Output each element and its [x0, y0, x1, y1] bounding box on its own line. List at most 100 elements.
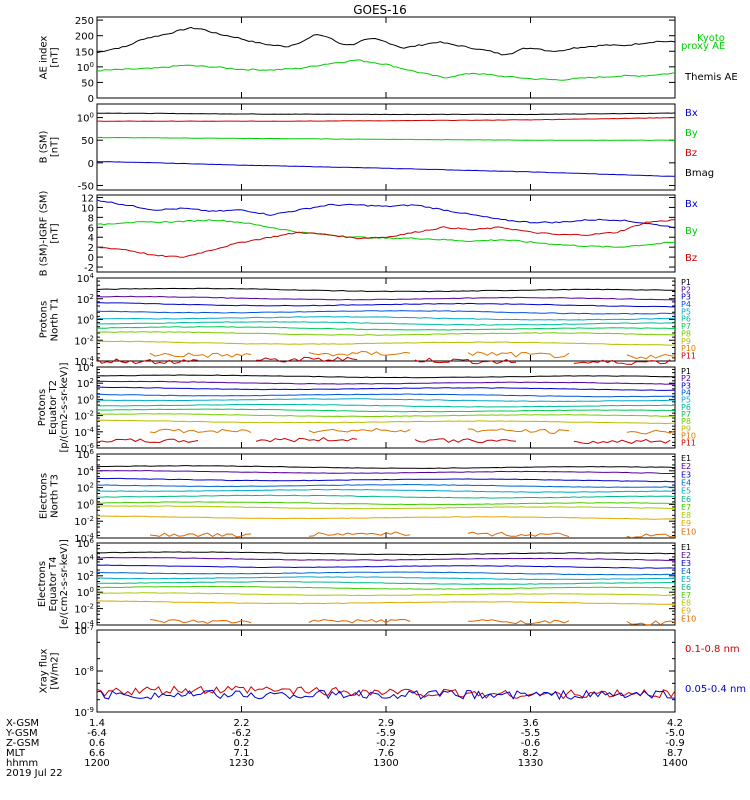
channel-line-p2 [96, 295, 676, 301]
legend-e5: E5 [681, 575, 691, 584]
legend-e9: E9 [681, 519, 691, 528]
y-tick-label: 106 [77, 448, 95, 461]
y-tick-label: 0 [88, 159, 94, 170]
orbit-value: 1200 [84, 758, 109, 769]
channel-line-p5 [96, 398, 675, 403]
y-axis-label: Xray flux [39, 649, 50, 694]
tick-exponent: -4 [87, 426, 95, 434]
y-tick-label: 250 [75, 16, 94, 27]
channel-line-e10 [149, 619, 252, 624]
y-tick-label: 10-2 [74, 603, 94, 616]
orbit-value: 0.2 [234, 738, 250, 749]
legend-p3: P3 [681, 293, 691, 302]
orbit-value: 7.1 [234, 748, 250, 759]
channel-line-e10 [308, 618, 411, 624]
y-tick-label: 100 [77, 314, 94, 327]
channel-line-p2 [96, 380, 676, 385]
y-axis-label: Protons [39, 301, 50, 338]
tick-base: 10 [77, 295, 90, 306]
channel-line-p10 [149, 352, 252, 359]
tick-base: 10 [77, 539, 90, 550]
tick-base: 10 [77, 363, 90, 374]
legend-bx: Bx [685, 199, 698, 210]
tick-base: 10 [74, 667, 87, 678]
channel-line-e2 [96, 556, 676, 561]
y-axis-label: Electrons [37, 561, 48, 607]
orbit-value: -6.2 [232, 728, 252, 739]
tick-base: 10 [74, 626, 87, 637]
legend-p2: P2 [681, 285, 691, 294]
y-tick-label: -50 [78, 181, 94, 192]
orbit-label-hhmm: hhmm [6, 758, 38, 769]
channel-line-p11 [573, 438, 671, 445]
legend-p10: P10 [681, 344, 696, 353]
legend-e10: E10 [681, 615, 696, 624]
channel-line-p6 [97, 321, 676, 326]
legend-p4: P4 [681, 300, 691, 309]
channel-line-e10 [149, 532, 252, 538]
orbit-value: 1330 [518, 758, 543, 769]
tick-base: 10 [77, 274, 90, 285]
y-tick-label: 10-4 [74, 619, 94, 632]
tick-base: 10 [77, 395, 90, 406]
channel-line-p6 [96, 403, 676, 408]
tick-exponent: 4 [90, 272, 95, 280]
channel-line-e4 [96, 483, 676, 488]
legend-p2: P2 [681, 374, 691, 383]
legend-p11: P11 [681, 439, 696, 448]
legend-e1: E1 [681, 543, 691, 552]
y-tick-label: 102 [77, 377, 94, 390]
series-line-bz [97, 117, 676, 122]
series-line-by [96, 219, 676, 248]
y-tick-label: 0 [88, 94, 94, 105]
orbit-value: -5.5 [521, 728, 541, 739]
y-tick-label: 100 [77, 586, 94, 599]
orbit-value: 7.6 [378, 748, 394, 759]
y-tick-label: 8 [88, 213, 94, 224]
y-axis-label: Protons [37, 389, 48, 426]
channel-line-p10 [149, 428, 252, 434]
tick-exponent: 4 [90, 361, 95, 369]
channel-line-e3 [97, 477, 675, 483]
channel-line-e3 [96, 564, 676, 569]
y-tick-label: 4 [88, 233, 94, 244]
tick-exponent: -6 [87, 442, 95, 450]
y-tick-label: 10-4 [74, 355, 94, 368]
xray-line-0-05-0-4-nm [96, 689, 676, 701]
channel-line-p8 [96, 413, 675, 418]
tick-base: 10 [77, 555, 90, 566]
tick-exponent: 0 [90, 586, 94, 594]
y-tick-label: 50 [81, 136, 94, 147]
tick-base: 10 [77, 316, 90, 327]
tick-exponent: -7 [87, 624, 94, 632]
tick-base: 10 [74, 412, 87, 423]
series-line-bmag [96, 112, 676, 116]
y-axis-label: B (SM) [39, 130, 50, 163]
legend-e1: E1 [681, 454, 691, 463]
y-axis-label: [W/m2] [50, 652, 61, 689]
legend-e7: E7 [681, 503, 691, 512]
y-tick-label: 106 [77, 537, 95, 550]
channel-line-p11 [414, 357, 517, 365]
channel-line-e7 [96, 585, 676, 590]
channel-line-p10 [467, 351, 570, 359]
tick-exponent: 0 [90, 498, 94, 506]
legend-p7: P7 [681, 322, 691, 331]
y-tick-label: 10-6 [74, 442, 94, 455]
channel-line-p10 [308, 350, 411, 357]
channel-line-e5 [96, 488, 676, 493]
tick-exponent: 2 [90, 377, 94, 385]
y-tick-label: 10-4 [74, 532, 94, 545]
channel-line-e1 [96, 551, 675, 556]
tick-exponent: -2 [87, 515, 94, 523]
y-axis-label: North T1 [50, 298, 61, 342]
legend-e8: E8 [681, 599, 691, 608]
y-axis-label: Equator T2 [48, 380, 59, 435]
channel-line-p4 [96, 310, 676, 315]
